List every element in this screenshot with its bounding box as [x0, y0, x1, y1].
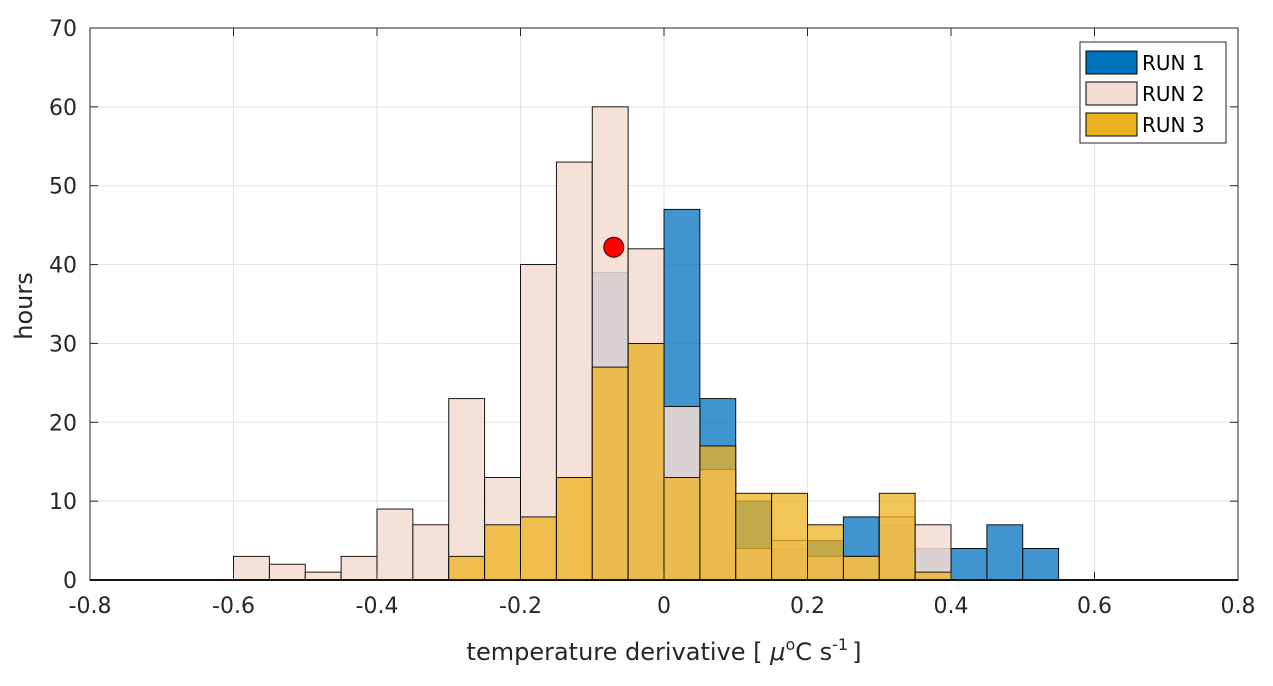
- bar: [412, 524, 450, 581]
- x-axis-label-exponent: -1: [832, 635, 848, 654]
- bar: [699, 445, 737, 581]
- bar: [771, 492, 808, 581]
- y-tick-label: 30: [49, 332, 77, 357]
- y-tick-label: 70: [49, 17, 77, 42]
- y-tick-label: 20: [49, 411, 77, 436]
- y-tick-label: 50: [49, 175, 77, 200]
- bar: [268, 563, 306, 581]
- bar: [591, 366, 629, 581]
- bar: [735, 492, 773, 581]
- bar: [448, 398, 486, 581]
- legend-label: RUN 1: [1142, 51, 1205, 75]
- y-tick-label: 10: [49, 490, 77, 515]
- bar: [520, 516, 557, 581]
- legend-label: RUN 2: [1142, 82, 1205, 106]
- bar: [986, 524, 1024, 581]
- x-tick-label: 0.4: [934, 594, 969, 619]
- y-axis-ticks: 0 10 20 30 40 50 60 70: [49, 17, 1238, 594]
- legend: RUN 1 RUN 2 RUN 3: [1079, 41, 1227, 144]
- x-tick-label: 0.2: [790, 594, 825, 619]
- x-axis-label-suffix: ]: [852, 638, 861, 666]
- bar: [842, 555, 880, 581]
- x-axis-label-degree: o: [785, 635, 795, 654]
- y-tick-label: 60: [49, 96, 77, 121]
- bar: [304, 571, 342, 581]
- bar: [950, 548, 988, 581]
- bar: [448, 555, 486, 581]
- legend-label: RUN 3: [1142, 113, 1205, 137]
- x-axis-ticks: -0.8 -0.6 -0.4 -0.2 0 0.2 0.4 0.6 0.8: [69, 28, 1256, 619]
- x-tick-label: 0.8: [1221, 594, 1256, 619]
- legend-swatch: [1085, 81, 1138, 106]
- x-tick-label: 0.6: [1077, 594, 1112, 619]
- x-tick-label: -0.6: [212, 594, 255, 619]
- annotations-layer: [603, 236, 625, 258]
- x-tick-label: -0.8: [69, 594, 112, 619]
- legend-swatch: [1085, 50, 1138, 75]
- bar: [878, 492, 916, 581]
- x-axis-label-mu: μ: [769, 638, 785, 666]
- x-tick-label: -0.2: [499, 594, 542, 619]
- bar: [376, 508, 414, 581]
- bar: [807, 524, 844, 581]
- bar: [484, 524, 521, 581]
- bar: [233, 555, 270, 581]
- bar: [340, 555, 378, 581]
- y-axis-label: hours: [10, 272, 38, 339]
- x-axis-label-unit: C s: [795, 638, 832, 666]
- legend-swatch: [1085, 112, 1138, 137]
- red-point-marker: [603, 236, 625, 258]
- bar: [555, 477, 593, 581]
- y-tick-label: 0: [63, 569, 77, 594]
- x-tick-label: 0: [657, 594, 671, 619]
- series-3-bars: [448, 342, 952, 581]
- x-tick-label: -0.4: [356, 594, 399, 619]
- bar: [627, 342, 665, 581]
- bar: [914, 571, 952, 581]
- y-tick-label: 40: [49, 254, 77, 279]
- bar: [663, 477, 701, 581]
- x-axis-label-prefix: temperature derivative [: [467, 638, 771, 666]
- bar: [1022, 548, 1060, 581]
- x-axis-label: temperature derivative [ μoC s-1]: [467, 635, 862, 666]
